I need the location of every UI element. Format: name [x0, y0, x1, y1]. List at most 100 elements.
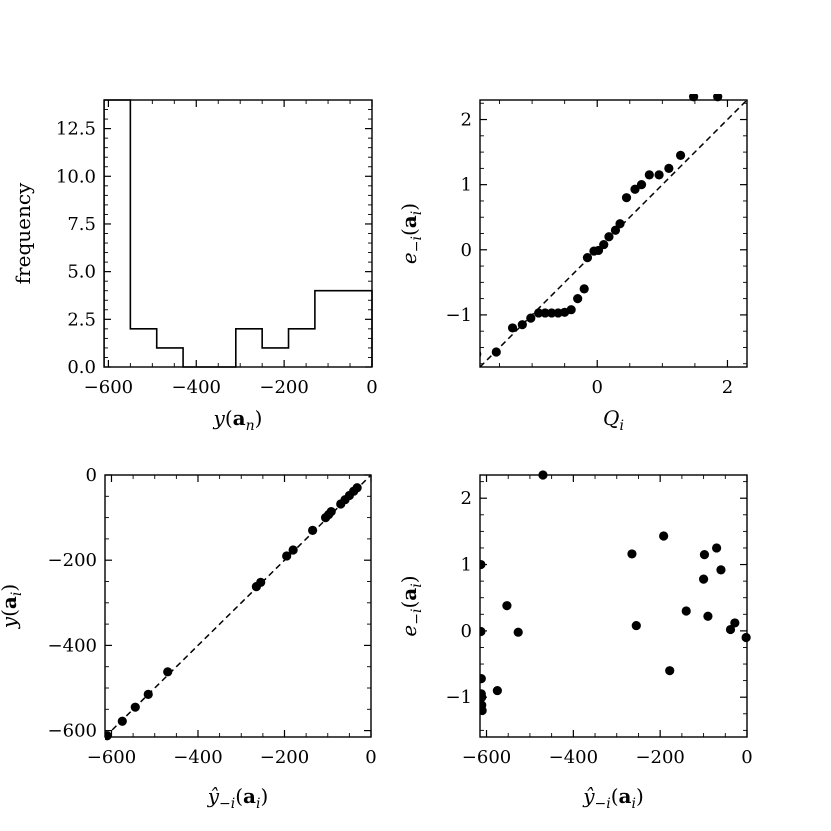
- data-point: [730, 618, 740, 628]
- residuals-vs-predicted-x-axis-label: ŷ−i(ai): [582, 784, 644, 812]
- data-point: [282, 551, 292, 561]
- x-tick-label: −400: [172, 377, 221, 398]
- data-point: [534, 308, 544, 318]
- data-point: [540, 308, 550, 318]
- x-tick-label: −600: [84, 377, 133, 398]
- data-point: [631, 620, 641, 631]
- data-point: [480, 705, 487, 716]
- x-tick-label: −200: [635, 747, 684, 768]
- histogram-marks: [104, 99, 373, 368]
- residuals-vs-predicted-ticks: −600 −400 −200 0 −1 0 1 2: [445, 475, 753, 768]
- predicted-vs-actual-x-axis-label: ŷ−i(ai): [207, 784, 269, 812]
- data-point: [105, 731, 112, 741]
- data-point: [308, 525, 318, 535]
- x-tick-label: −600: [462, 747, 511, 768]
- data-point: [352, 483, 362, 493]
- histogram-y-axis-label: frequency: [11, 182, 35, 284]
- data-point: [699, 549, 710, 560]
- residuals-vs-predicted-panel: −600 −400 −200 0 −1 0 1 2 ŷ−i(ai) e−i(ai): [397, 470, 753, 812]
- data-point: [582, 252, 593, 263]
- y-tick-label: −200: [48, 550, 97, 571]
- data-point: [627, 549, 637, 559]
- predicted-vs-actual-y-axis-label: y(ai): [0, 584, 25, 629]
- data-point: [547, 308, 557, 318]
- data-point: [492, 685, 502, 696]
- x-tick-label: −200: [259, 377, 308, 398]
- y-tick-label: 12.5: [56, 119, 96, 140]
- data-point: [502, 601, 512, 611]
- data-point: [117, 716, 127, 726]
- data-point: [659, 531, 669, 541]
- predicted-vs-actual-marks: [105, 474, 372, 741]
- y-tick-label: 0: [86, 465, 97, 486]
- histogram-x-axis-label: y(an): [213, 406, 263, 434]
- histogram-frame: [103, 99, 373, 368]
- x-tick-label: 2: [722, 377, 733, 398]
- y-tick-label: 1: [461, 555, 472, 576]
- qq-plot-y-axis-label: e−i(ai): [397, 203, 425, 264]
- histogram-outline: [104, 99, 373, 368]
- predicted-vs-actual-ticks: −600 −400 −200 0 −600 −400 −200 0: [48, 465, 377, 768]
- data-point: [130, 702, 140, 712]
- data-point: [573, 294, 583, 304]
- x-tick-label: 0: [366, 377, 377, 398]
- data-point: [610, 225, 621, 235]
- data-point: [741, 632, 751, 643]
- data-point: [664, 163, 674, 173]
- x-tick-label: −400: [549, 747, 598, 768]
- y-tick-label: −1: [445, 687, 472, 708]
- data-point: [636, 180, 647, 190]
- data-point: [716, 565, 726, 575]
- data-point: [143, 689, 153, 699]
- y-tick-label: 1: [461, 175, 472, 196]
- y-tick-label: 5.0: [67, 262, 96, 283]
- data-point: [604, 232, 614, 242]
- data-point: [615, 219, 625, 229]
- qq-plot-x-axis-label: Qi: [603, 406, 624, 434]
- residuals-vs-predicted-marks: [480, 470, 751, 716]
- y-tick-label: 0: [461, 240, 472, 261]
- data-point: [566, 305, 576, 315]
- data-point: [579, 284, 589, 294]
- histogram-panel: −600 −400 −200 00.02.55.07.510.012.5 y(an) …: [11, 99, 378, 434]
- predicted-vs-actual-panel: −600 −400 −200 0 −600 −400 −200 0 ŷ−i(ai) y(ai): [0, 465, 377, 812]
- x-tick-label: −400: [173, 747, 222, 768]
- x-tick-label: 0: [591, 377, 602, 398]
- x-tick-label: 0: [365, 747, 376, 768]
- data-point: [517, 320, 527, 330]
- data-point: [703, 611, 713, 621]
- x-tick-label: −200: [260, 747, 309, 768]
- data-point: [654, 170, 664, 180]
- data-point: [256, 577, 266, 587]
- y-tick-label: 2: [461, 488, 472, 509]
- data-point: [712, 543, 722, 553]
- y-tick-label: −400: [48, 635, 97, 656]
- data-point: [526, 313, 536, 323]
- data-point: [480, 674, 486, 684]
- y-tick-label: 7.5: [67, 214, 96, 235]
- predicted-vs-actual-frame: [104, 474, 372, 738]
- data-point: [644, 170, 654, 180]
- data-point: [665, 666, 675, 676]
- y-tick-label: 2.5: [67, 309, 96, 330]
- data-point: [288, 545, 298, 555]
- y-tick-label: 10.0: [56, 166, 96, 187]
- data-point: [675, 150, 686, 160]
- data-point: [513, 627, 523, 637]
- y-tick-label: 2: [461, 110, 472, 131]
- residuals-vs-predicted-y-axis-label: e−i(ai): [397, 575, 425, 636]
- data-point: [326, 507, 336, 517]
- data-point: [725, 624, 736, 635]
- x-tick-label: −600: [87, 747, 136, 768]
- y-tick-label: −1: [445, 305, 472, 326]
- data-point: [507, 323, 518, 333]
- data-point: [491, 347, 501, 357]
- data-point: [163, 667, 173, 677]
- data-point: [599, 239, 609, 250]
- data-point: [630, 184, 640, 194]
- qq-plot-panel: 0 2 −1 0 1 2 Qi e−i(ai): [397, 94, 748, 434]
- data-point: [681, 606, 691, 616]
- data-point: [698, 574, 709, 584]
- x-tick-label: 0: [741, 747, 752, 768]
